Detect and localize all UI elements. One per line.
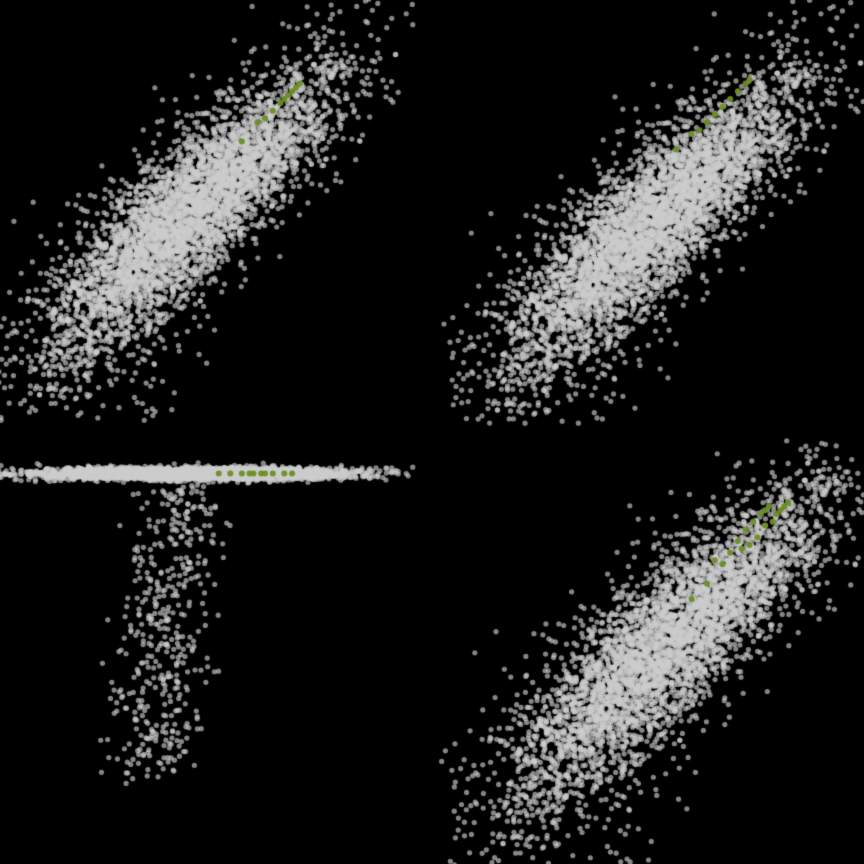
scatter-grid [0, 0, 864, 864]
scatter-canvas [0, 0, 864, 864]
